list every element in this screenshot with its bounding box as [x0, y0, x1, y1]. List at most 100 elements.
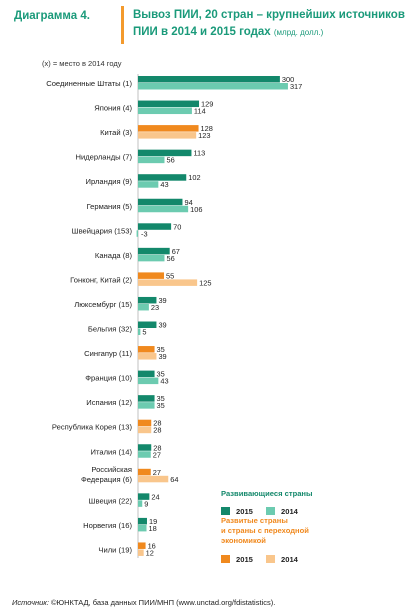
data-label-2014: -3	[141, 229, 148, 238]
category-label: Чили (19)	[98, 545, 132, 554]
bar-2014	[138, 377, 159, 385]
category-label: Республика Корея (13)	[52, 423, 133, 432]
bar-2014	[138, 156, 165, 164]
data-label-2015: 55	[166, 271, 174, 280]
legend-swatch-2014	[266, 555, 275, 563]
category-label: Швеция (22)	[89, 496, 133, 505]
data-label-2015: 102	[188, 173, 200, 182]
bar-2014	[138, 132, 197, 139]
bar-2014	[138, 254, 165, 262]
data-label-2015: 35	[157, 394, 165, 403]
bar-2015	[138, 76, 280, 83]
data-label-2014: 106	[190, 205, 202, 214]
category-label: Германия (5)	[87, 202, 133, 211]
data-label-2015: 19	[149, 517, 157, 526]
source-footer: Источник: ©ЮНКТАД, база данных ПИИ/МНП (…	[12, 598, 275, 607]
data-label-2015: 27	[153, 468, 161, 477]
data-label-2014: 43	[160, 377, 168, 386]
category-label: Испания (12)	[86, 398, 132, 407]
legend-swatch-2015	[221, 507, 230, 515]
data-label-2015: 24	[151, 492, 159, 501]
category-label: Бельгия (32)	[88, 325, 133, 334]
data-label-2015: 39	[158, 321, 166, 330]
bar-2014	[138, 279, 198, 286]
bar-2015	[138, 149, 192, 157]
data-label-2014: 12	[146, 548, 154, 557]
data-label-2014: 9	[144, 499, 148, 508]
category-label: Италия (14)	[91, 447, 133, 456]
legend-label-2014: 2014	[281, 507, 299, 516]
bar-2015	[138, 542, 146, 549]
data-label-2014: 64	[170, 475, 178, 484]
bar-2015	[138, 174, 187, 181]
bar-2015	[138, 296, 157, 304]
data-label-2014: 27	[153, 450, 161, 459]
bar-2015	[138, 346, 155, 353]
bar-2014	[138, 83, 288, 90]
data-label-2014: 125	[199, 278, 211, 287]
bar-2015	[138, 125, 199, 132]
bar-2014	[138, 524, 147, 532]
bar-2014	[138, 181, 159, 188]
category-label: Нидерланды (7)	[76, 153, 133, 162]
bar-2015	[138, 517, 147, 525]
legend-label-2015: 2015	[236, 555, 254, 564]
legend-title: Развивающиеся страны	[221, 489, 313, 498]
category-label: Япония (4)	[94, 104, 132, 113]
category-label: Швейцария (153)	[72, 226, 133, 235]
bar-2014	[138, 475, 169, 483]
bar-2015	[138, 100, 200, 108]
data-label-2015: 113	[193, 149, 205, 158]
data-label-2014: 39	[158, 352, 166, 361]
chart-title-text: Вывоз ПИИ, 20 стран – крупнейших источни…	[133, 9, 405, 38]
legend-label-2015: 2015	[236, 507, 254, 516]
category-label: Российская Федерация (6)	[81, 465, 132, 484]
data-label-2015: 67	[172, 247, 180, 256]
data-label-2015: 129	[201, 100, 213, 109]
data-label-2014: 317	[290, 82, 302, 91]
bar-2015	[138, 419, 152, 427]
data-label-2014: 28	[153, 426, 161, 435]
bar-2015	[138, 444, 152, 451]
data-label-2014: 5	[142, 328, 146, 337]
data-label-2015: 35	[157, 370, 165, 379]
bar-2014	[138, 328, 141, 335]
data-label-2014: 123	[198, 131, 210, 140]
data-label-2014: 43	[160, 180, 168, 189]
bar-2014	[138, 451, 151, 458]
data-label-2015: 16	[148, 541, 156, 550]
bar-2015	[138, 321, 157, 328]
category-label: Гонконг, Китай (2)	[70, 275, 132, 284]
source-label: Источник:	[12, 598, 49, 607]
legend-title: экономикой	[221, 536, 266, 545]
data-label-2015: 94	[184, 198, 192, 207]
data-label-2015: 70	[173, 222, 181, 231]
bar-2014	[138, 353, 157, 360]
bar-2015	[138, 468, 151, 476]
bar-2014	[138, 426, 152, 434]
bar-2014	[138, 303, 149, 311]
category-label: Люксембург (15)	[74, 300, 132, 309]
bar-2015	[138, 370, 155, 378]
category-label: Ирландия (9)	[86, 177, 133, 186]
rank-note: (x) = место в 2014 году	[42, 59, 122, 68]
data-label-2014: 18	[149, 524, 157, 533]
bar-2014	[136, 230, 138, 237]
data-label-2014: 35	[157, 401, 165, 410]
category-label: Франция (10)	[85, 374, 132, 383]
legend-title: Развитые страны	[221, 516, 288, 525]
legend-swatch-2015	[221, 555, 230, 563]
data-label-2015: 39	[158, 296, 166, 305]
bar-2015	[138, 493, 150, 500]
legend-swatch-2014	[266, 507, 275, 515]
data-label-2015: 300	[282, 75, 294, 84]
category-label: Сингапур (11)	[84, 349, 132, 358]
bar-2014	[138, 205, 189, 213]
data-label-2015: 28	[153, 443, 161, 452]
data-label-2015: 35	[157, 345, 165, 354]
bar-2014	[138, 107, 192, 115]
category-label: Китай (3)	[100, 128, 132, 137]
legend-label-2014: 2014	[281, 555, 299, 564]
data-label-2014: 56	[166, 254, 174, 263]
